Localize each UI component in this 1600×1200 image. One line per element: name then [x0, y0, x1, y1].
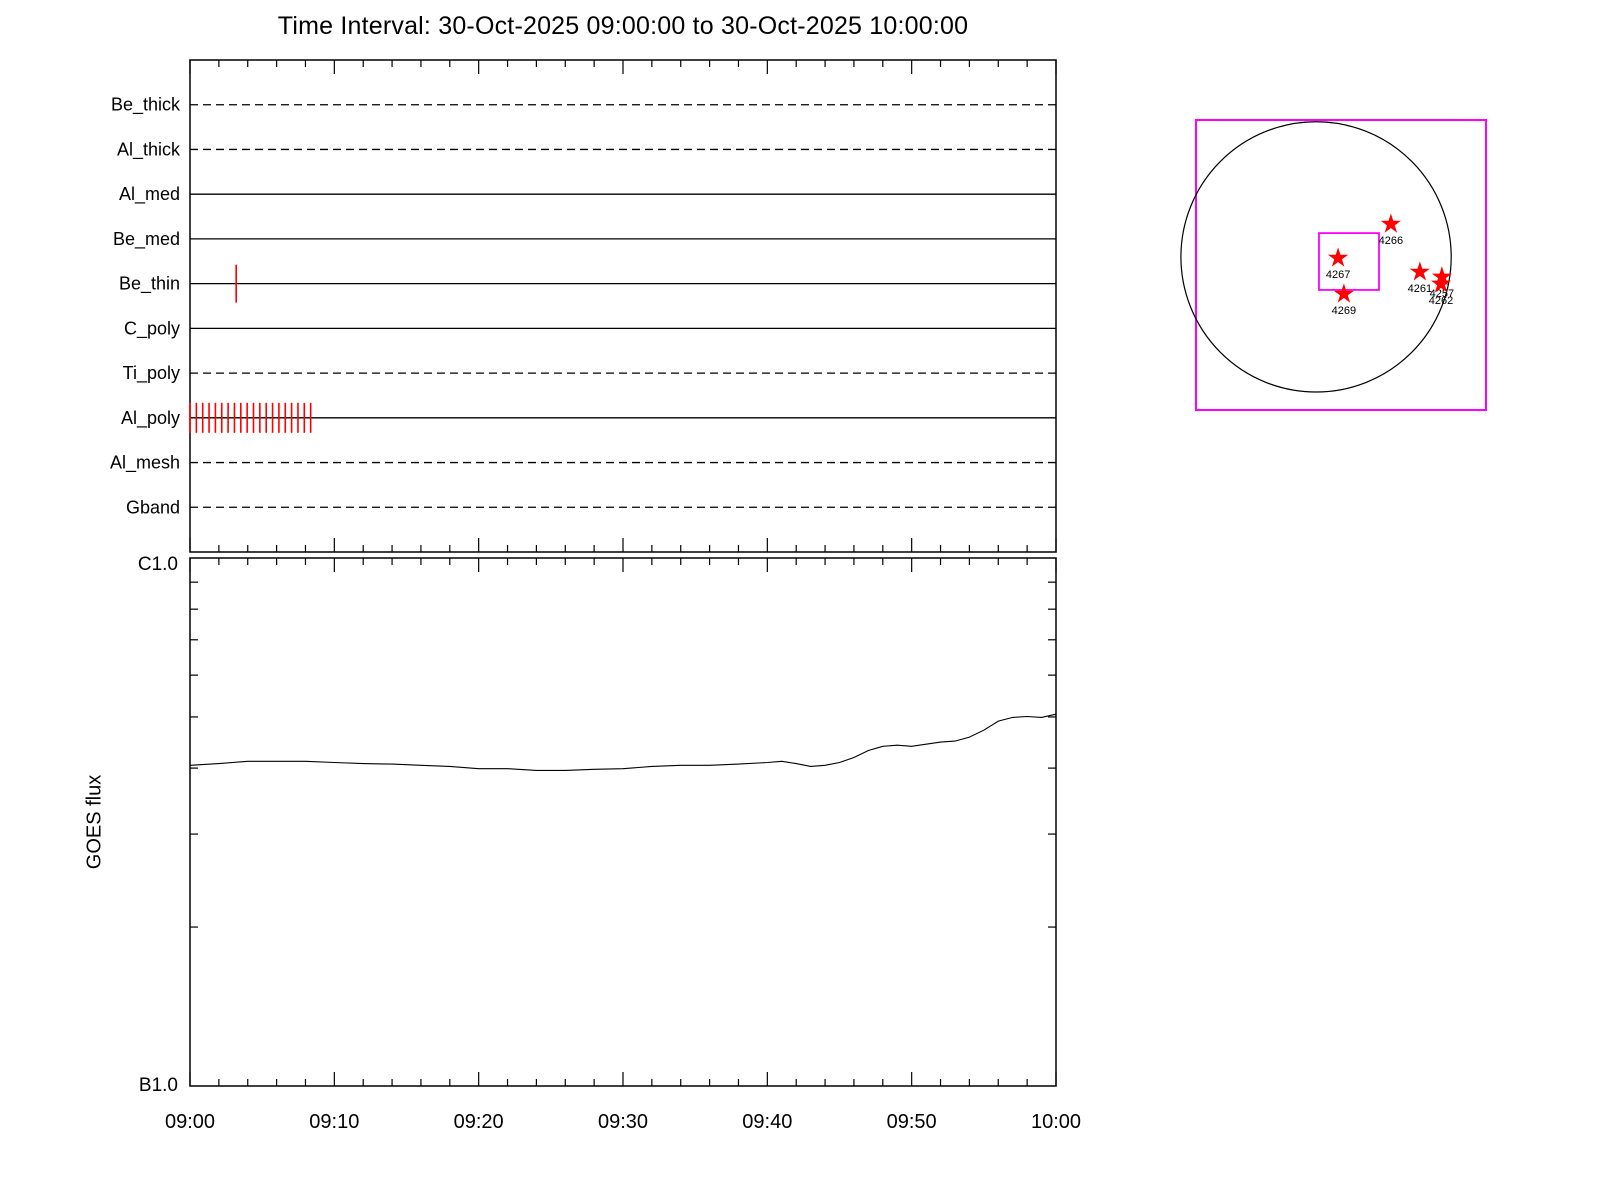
timeline-row-label: Al_mesh: [110, 453, 180, 474]
active-region-label: 4262: [1429, 295, 1453, 307]
x-tick-label: 09:20: [454, 1111, 504, 1133]
active-region-label: 4261: [1408, 283, 1432, 295]
fov-box: [1195, 119, 1487, 411]
timeline-panel-border: [189, 59, 1057, 553]
active-region-star: [1430, 273, 1452, 293]
active-region-label: 4266: [1379, 235, 1403, 247]
goes-flux-line: [189, 713, 1057, 771]
goes-panel-border: [189, 557, 1057, 1087]
solar-limb: [1180, 121, 1452, 393]
active-region-star: [1327, 247, 1349, 267]
timeline-row-label: Al_thick: [117, 139, 181, 160]
timeline-row-label: Gband: [126, 497, 180, 517]
x-tick-label: 09:30: [598, 1111, 648, 1133]
plot-title: Time Interval: 30-Oct-2025 09:00:00 to 3…: [277, 12, 969, 40]
pointing-box: [1318, 232, 1380, 291]
timeline-row-label: Al_med: [119, 184, 180, 205]
x-tick-label: 09:40: [742, 1111, 792, 1133]
timeline-row-label: Ti_poly: [123, 363, 180, 384]
timeline-row-label: Be_thick: [111, 95, 181, 116]
timeline-row-label: Al_poly: [121, 408, 180, 429]
timeline-row-label: Be_med: [113, 229, 180, 250]
active-region-label: 4267: [1326, 269, 1350, 281]
active-region-star: [1380, 213, 1401, 233]
timeline-row-label: Be_thin: [119, 274, 180, 295]
active-region-star: [1333, 283, 1355, 303]
x-tick-label: 10:00: [1031, 1111, 1081, 1133]
x-tick-label: 09:50: [887, 1111, 937, 1133]
timeline-row-label: C_poly: [124, 318, 180, 339]
x-tick-label: 09:00: [165, 1111, 215, 1133]
active-region-label: 4269: [1332, 305, 1356, 317]
active-region-star: [1409, 261, 1430, 281]
y-axis-label-top: C1.0: [138, 554, 178, 575]
x-tick-label: 09:10: [309, 1111, 359, 1133]
y-axis-label-bottom: B1.0: [139, 1075, 178, 1096]
